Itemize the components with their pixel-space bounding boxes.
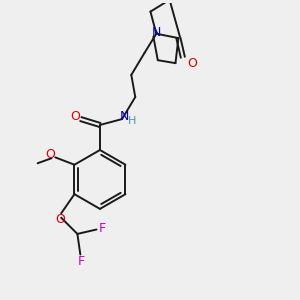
Text: O: O — [45, 148, 55, 161]
Text: H: H — [128, 116, 136, 126]
Text: O: O — [55, 213, 65, 226]
Text: N: N — [120, 110, 129, 123]
Text: F: F — [98, 222, 105, 235]
Text: F: F — [78, 254, 85, 268]
Text: O: O — [70, 110, 80, 123]
Text: N: N — [152, 26, 162, 39]
Text: O: O — [187, 57, 197, 70]
